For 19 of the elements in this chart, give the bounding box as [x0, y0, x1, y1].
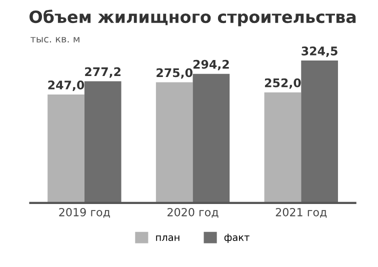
data-label: 294,2	[193, 60, 229, 70]
x-tick-label: 2020 год	[168, 208, 218, 218]
chart-title: Объем жилищного строительства	[30, 10, 356, 26]
x-tick-label: 2021 год	[276, 208, 327, 218]
data-label: 247,0	[48, 80, 84, 91]
data-label: 252,0	[264, 78, 301, 89]
bar	[264, 92, 302, 203]
legend-label: факт	[224, 234, 250, 243]
bar	[192, 74, 230, 203]
legend-label: план	[156, 235, 180, 242]
bar	[48, 94, 84, 203]
y-axis-title: тыс. кв. м	[30, 36, 80, 43]
data-label: 275,0	[156, 68, 192, 79]
data-label: 277,2	[85, 67, 120, 78]
bar	[156, 82, 193, 203]
x-tick-label: 2019 год	[59, 208, 110, 218]
data-label: 324,5	[302, 46, 338, 57]
bar	[84, 81, 122, 203]
bar	[301, 60, 338, 203]
